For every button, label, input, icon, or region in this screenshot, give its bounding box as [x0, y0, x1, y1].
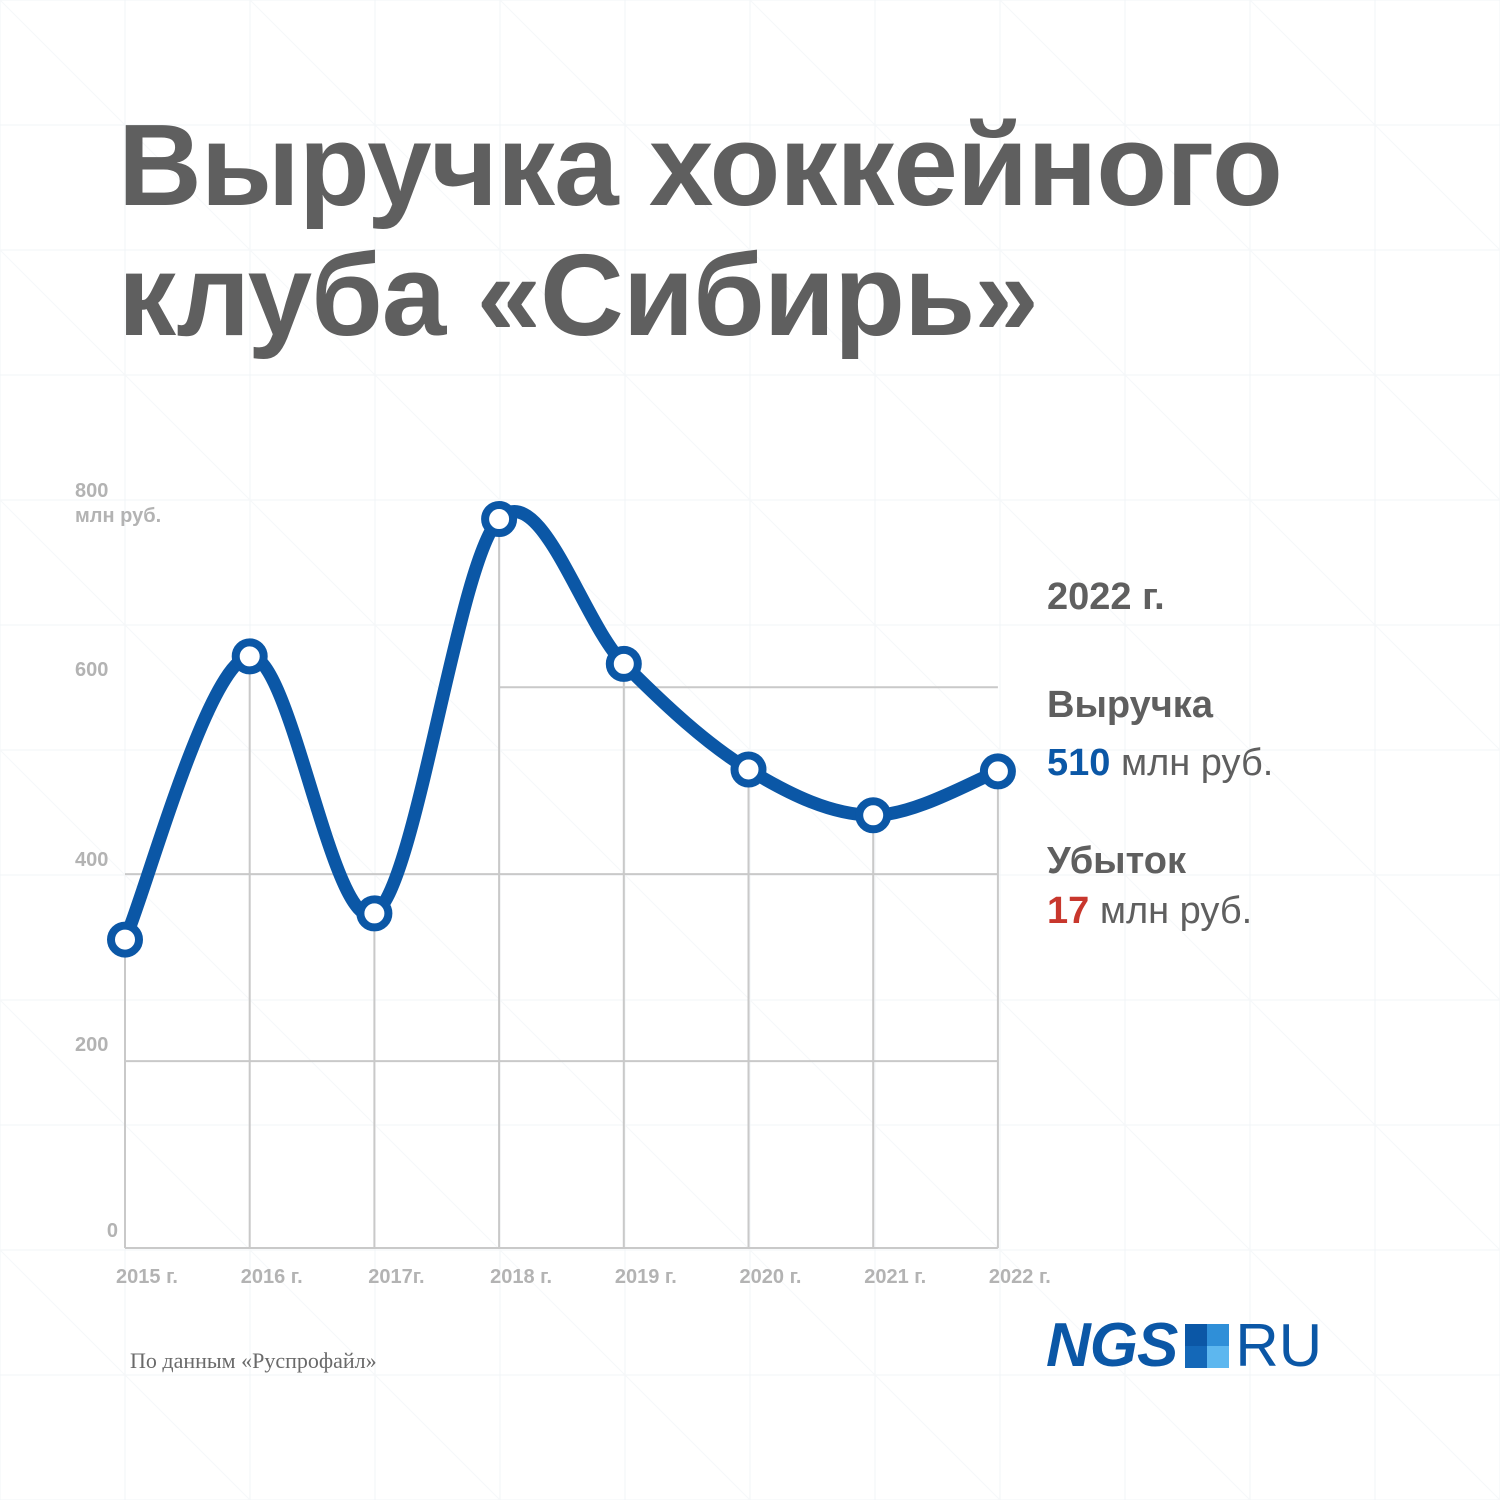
- data-point: [481, 501, 518, 538]
- data-point: [356, 895, 393, 932]
- summary-revenue-value: 510: [1047, 742, 1111, 784]
- data-point: [979, 753, 1016, 790]
- title-line-1: Выручка хоккейного: [118, 100, 1283, 230]
- logo-squares-icon: [1185, 1324, 1230, 1368]
- bg-diagonal-line: [749, 0, 1500, 751]
- summary-revenue-label: Выручка: [1047, 684, 1213, 726]
- summary-loss-unit: млн руб.: [1099, 890, 1253, 932]
- data-point: [730, 751, 767, 788]
- bg-diagonal-line: [0, 0, 750, 1500]
- x-tick-label: 2015 г.: [116, 1266, 178, 1288]
- summary-year: 2022 г.: [1047, 576, 1165, 618]
- y-tick-label: 0: [107, 1220, 118, 1242]
- summary-loss-value: 17: [1047, 890, 1090, 932]
- y-tick-label: 600: [75, 659, 108, 681]
- y-tick-label: 400: [75, 849, 108, 871]
- x-tick-label: 2019 г.: [615, 1266, 677, 1288]
- summary-revenue-unit: млн руб.: [1120, 742, 1274, 784]
- logo-square: [1207, 1346, 1230, 1368]
- bg-diagonal-line: [0, 999, 501, 1500]
- data-point: [231, 638, 268, 675]
- y-tick-label: 800: [75, 480, 108, 502]
- summary-loss-label: Убыток: [1047, 840, 1186, 882]
- x-tick-label: 2016 г.: [241, 1266, 303, 1288]
- summary-revenue: 510 млн руб.: [1047, 742, 1273, 785]
- x-tick-label: 2021 г.: [864, 1266, 926, 1288]
- logo-square: [1207, 1324, 1230, 1346]
- bg-diagonal-line: [499, 0, 1500, 1001]
- data-source-note: По данным «Руспрофайл»: [130, 1348, 377, 1373]
- x-tick-label: 2020 г.: [740, 1266, 802, 1288]
- ngs-logo[interactable]: NGS RU: [1046, 1311, 1323, 1380]
- logo-text-ngs: NGS: [1046, 1311, 1178, 1380]
- chart-title: Выручка хоккейного клуба «Сибирь»: [118, 100, 1418, 360]
- revenue-series-line: [118, 505, 1005, 947]
- summary-loss: 17 млн руб.: [1047, 890, 1252, 933]
- logo-text-ru: RU: [1235, 1312, 1323, 1379]
- x-tick-label: 2018 г.: [490, 1266, 552, 1288]
- logo-square: [1185, 1346, 1208, 1368]
- data-point: [107, 921, 143, 958]
- data-point: [605, 645, 642, 682]
- bg-diagonal-line: [999, 0, 1500, 501]
- title-line-2: клуба «Сибирь»: [118, 230, 1039, 360]
- x-tick-label: 2017г.: [368, 1266, 424, 1288]
- x-tick-label: 2022 г.: [989, 1266, 1051, 1288]
- y-tick-label: 200: [75, 1034, 108, 1056]
- data-point: [855, 797, 892, 834]
- logo-square: [1185, 1324, 1208, 1346]
- y-axis-label: млн руб.: [75, 505, 161, 527]
- bg-diagonal-line: [249, 0, 1500, 1251]
